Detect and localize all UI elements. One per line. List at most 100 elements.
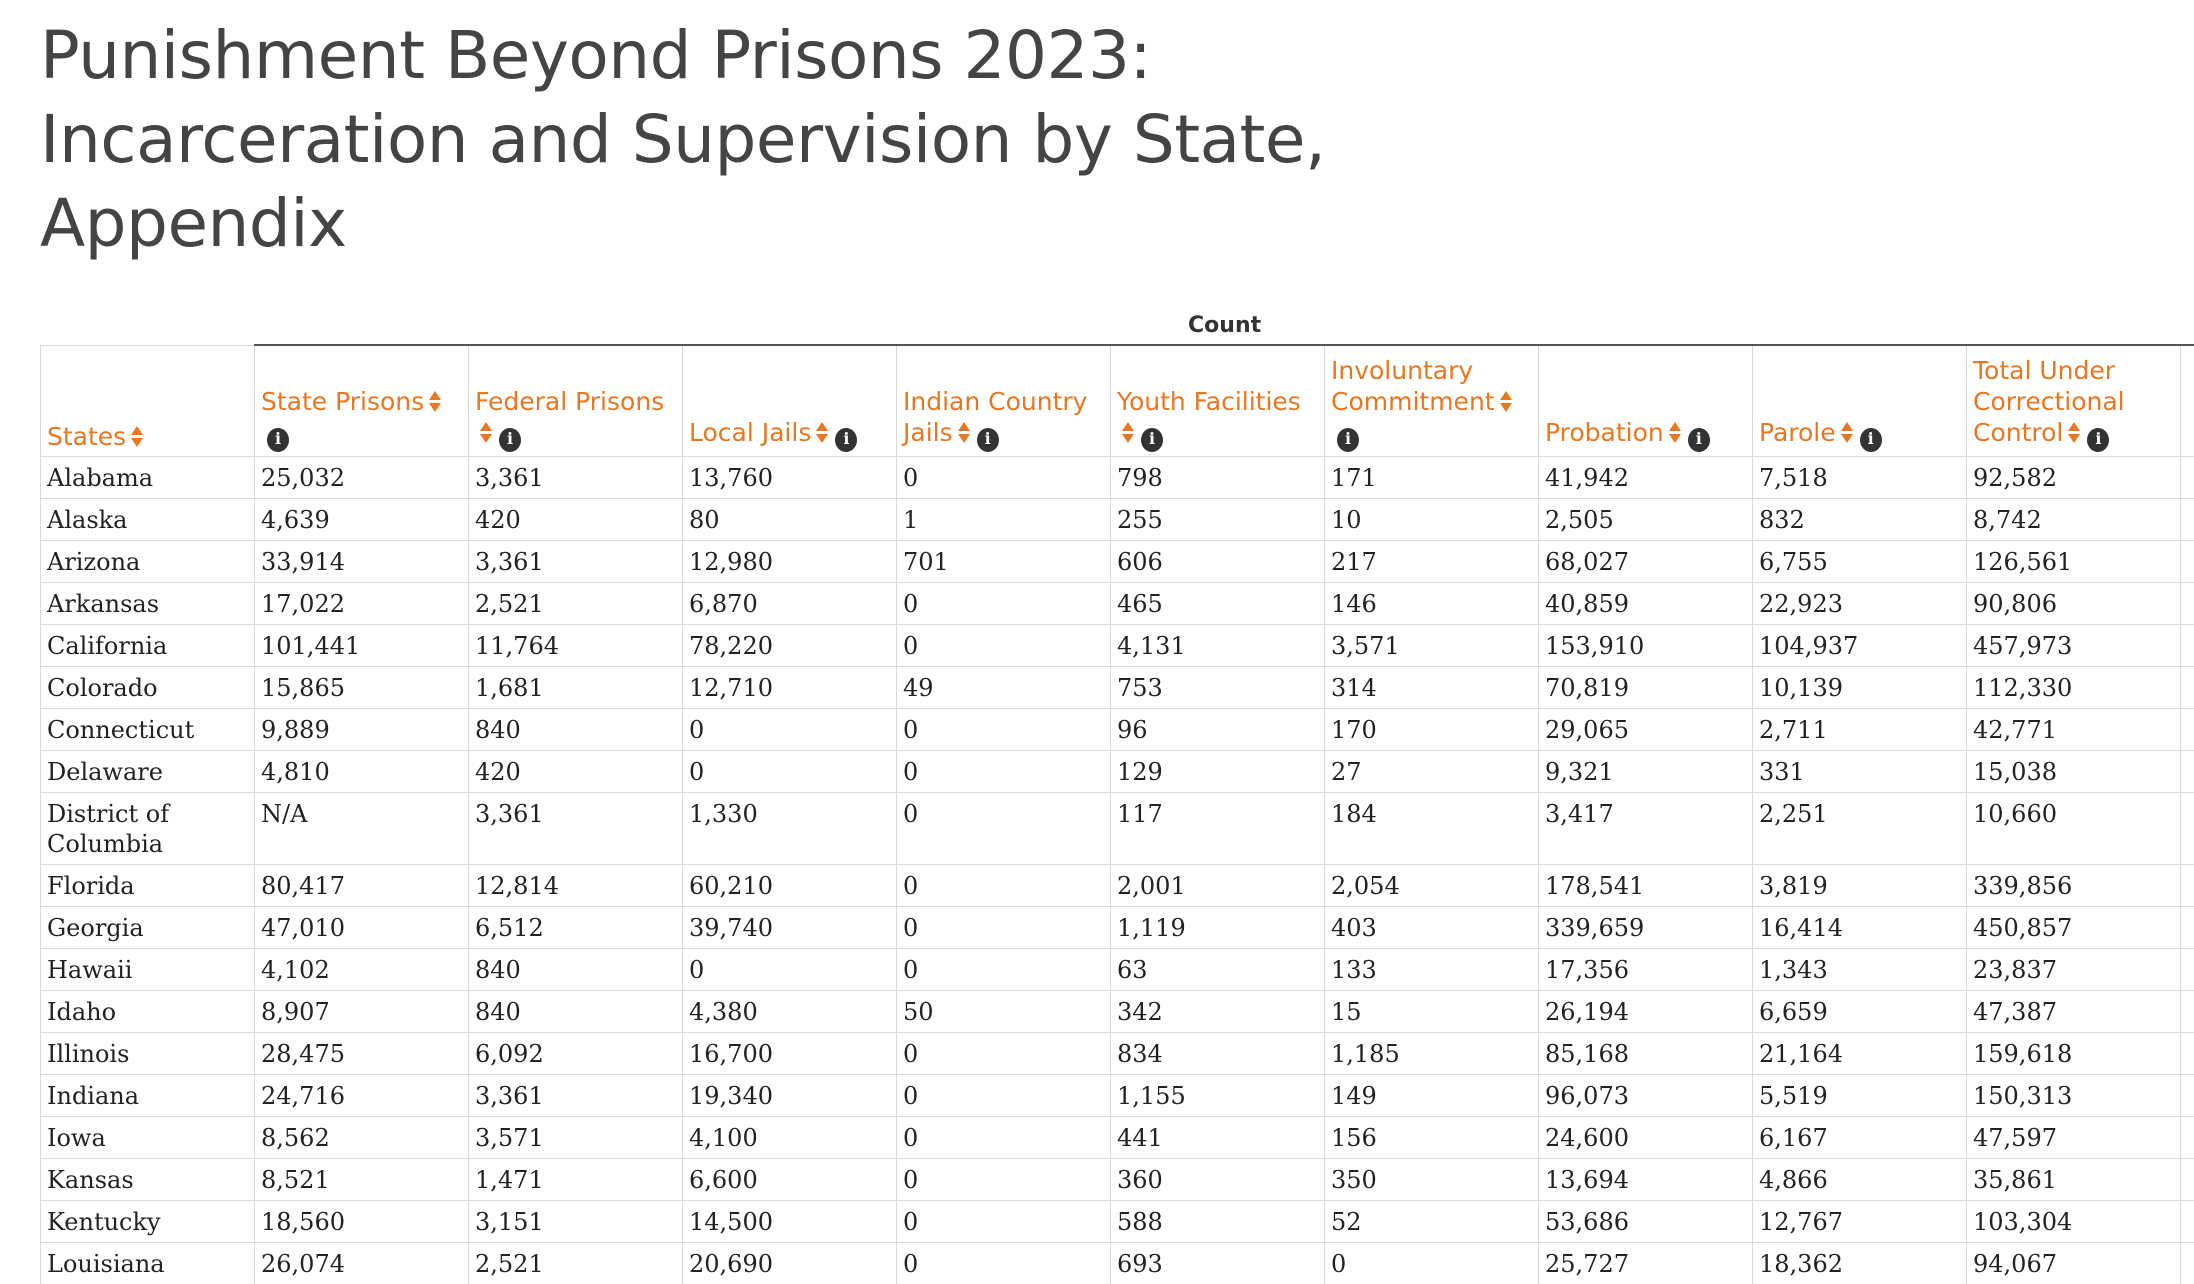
table-cell: 19,340 (683, 1075, 897, 1117)
table-cell: 16,414 (1753, 907, 1967, 949)
table-cell: 96,073 (1539, 1075, 1753, 1117)
table-cell: 2,711 (1753, 709, 1967, 751)
table-cell: 832 (1753, 499, 1967, 541)
state-name-cell: Connecticut (41, 709, 255, 751)
table-cell: 92,582 (1967, 457, 2181, 499)
sort-icon[interactable] (957, 421, 971, 445)
column-header[interactable]: Federal Prisonsi (469, 345, 683, 457)
table-cell: 450,857 (1967, 907, 2181, 949)
sort-icon[interactable] (2067, 421, 2081, 445)
table-cell: 29,065 (1539, 709, 1753, 751)
info-icon[interactable]: i (1337, 428, 1359, 452)
info-icon[interactable]: i (1141, 428, 1163, 452)
table-cell: 150,313 (1967, 1075, 2181, 1117)
info-icon[interactable]: i (835, 428, 857, 452)
table-cell: 9,889 (255, 709, 469, 751)
table-cell: N/A (255, 793, 469, 865)
table-cell: 0 (897, 949, 1111, 991)
column-header[interactable]: Involuntary Commitmenti (1325, 345, 1539, 457)
table-cell: 0 (897, 709, 1111, 751)
table-cell: 2,505 (1539, 499, 1753, 541)
table-cell: 840 (469, 709, 683, 751)
table-cell: 16,700 (683, 1033, 897, 1075)
table-cell: 6,600 (683, 1159, 897, 1201)
table-cell: 360 (1111, 1159, 1325, 1201)
table-cell: 0 (683, 709, 897, 751)
state-name-cell: Kansas (41, 1159, 255, 1201)
table-cell: 457,973 (1967, 625, 2181, 667)
info-icon[interactable]: i (1860, 428, 1882, 452)
info-icon[interactable]: i (1688, 428, 1710, 452)
table-cell: 606 (1111, 541, 1325, 583)
sort-icon[interactable] (1840, 421, 1854, 445)
column-header-states[interactable]: States (41, 345, 255, 457)
table-cell: 0 (683, 949, 897, 991)
table-cell: 49 (897, 667, 1111, 709)
state-name-cell: District of Columbia (41, 793, 255, 865)
table-cell: 6,659 (1753, 991, 1967, 1033)
info-icon[interactable]: i (499, 428, 521, 452)
sort-icon[interactable] (1499, 390, 1513, 414)
column-header-label: State Prisons (261, 387, 424, 416)
table-cell: 840 (469, 991, 683, 1033)
table-cell: 60,210 (683, 865, 897, 907)
state-name-cell: Hawaii (41, 949, 255, 991)
table-cell: 8,907 (255, 991, 469, 1033)
sort-icon[interactable] (1668, 421, 1682, 445)
column-header[interactable]: Youth Facilitiesi (1111, 345, 1325, 457)
table-cell: 70,819 (1539, 667, 1753, 709)
state-name-cell: Iowa (41, 1117, 255, 1159)
sort-icon[interactable] (479, 421, 493, 445)
table-cell: 26,194 (1539, 991, 1753, 1033)
state-name-cell: Kentucky (41, 1201, 255, 1243)
table-cell: 178,541 (1539, 865, 1753, 907)
info-icon[interactable]: i (267, 428, 289, 452)
table-cell: 2,001 (1111, 865, 1325, 907)
sort-icon[interactable] (428, 390, 442, 414)
table-cell: 4,639 (255, 499, 469, 541)
state-name-cell: Colorado (41, 667, 255, 709)
state-name-cell: Florida (41, 865, 255, 907)
table-cell: 3,571 (1325, 625, 1539, 667)
table-cell: 53,686 (1539, 1201, 1753, 1243)
title-line: Punishment Beyond Prisons 2023: (40, 14, 1440, 98)
table-cell: 2,521 (469, 583, 683, 625)
table-cell: 420 (469, 499, 683, 541)
sort-icon[interactable] (1121, 421, 1135, 445)
group-header-count: Count (255, 296, 2194, 345)
table-cell: 171 (1325, 457, 1539, 499)
column-header-label: States (47, 422, 126, 451)
table-cell: 0 (897, 1075, 1111, 1117)
state-name-cell: Arkansas (41, 583, 255, 625)
table-cell: 0 (897, 1117, 1111, 1159)
table-cell: 35,861 (1967, 1159, 2181, 1201)
table-cell: 112,330 (1967, 667, 2181, 709)
table-cell: 701 (897, 541, 1111, 583)
info-icon[interactable]: i (2087, 428, 2109, 452)
table-cell: 24,600 (1539, 1117, 1753, 1159)
state-name-cell: Illinois (41, 1033, 255, 1075)
info-icon[interactable]: i (977, 428, 999, 452)
sort-icon[interactable] (130, 425, 144, 449)
sort-icon[interactable] (815, 421, 829, 445)
table-cell: 80,417 (255, 865, 469, 907)
table-cell: 10,139 (1753, 667, 1967, 709)
table-cell: 94,067 (1967, 1243, 2181, 1284)
table-cell: 588 (1111, 1201, 1325, 1243)
column-header[interactable]: State Prisons i (255, 345, 469, 457)
table-cell: 10,660 (1967, 793, 2181, 865)
table-cell: 39,740 (683, 907, 897, 949)
